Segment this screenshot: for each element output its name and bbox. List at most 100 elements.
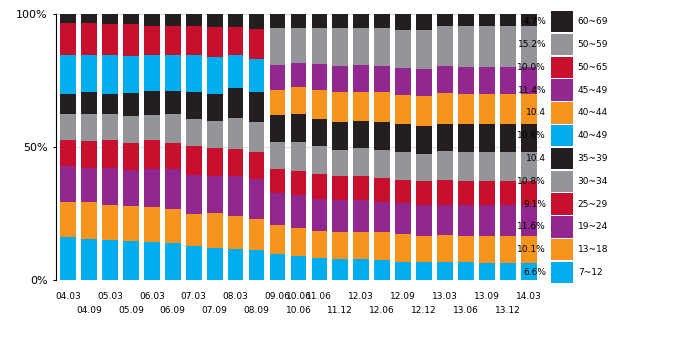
Bar (186, 26, 201, 55)
Bar (332, 14, 348, 28)
Text: 15.2%: 15.2% (518, 40, 546, 49)
Bar (479, 14, 495, 26)
Bar (416, 262, 432, 280)
Bar (165, 169, 180, 209)
Text: 06.03: 06.03 (139, 292, 164, 301)
Bar (332, 92, 348, 122)
Bar (479, 67, 495, 93)
Bar (248, 92, 264, 122)
Bar (102, 94, 118, 115)
Bar (458, 67, 474, 93)
Bar (291, 171, 306, 195)
Bar (207, 14, 223, 27)
Bar (165, 209, 180, 244)
Bar (353, 259, 369, 280)
FancyBboxPatch shape (551, 193, 573, 215)
Bar (437, 66, 453, 93)
Bar (312, 199, 327, 231)
Bar (437, 152, 453, 180)
Bar (521, 263, 536, 280)
Bar (81, 202, 97, 239)
Text: 50~59: 50~59 (577, 40, 608, 49)
Bar (396, 180, 411, 203)
Text: 07.09: 07.09 (202, 306, 228, 315)
Bar (332, 200, 348, 233)
Bar (207, 176, 223, 213)
Text: 10.4: 10.4 (526, 154, 546, 163)
Bar (396, 203, 411, 234)
Bar (60, 140, 76, 166)
Bar (60, 115, 76, 140)
Bar (60, 23, 76, 55)
Bar (500, 236, 516, 263)
Bar (60, 55, 76, 94)
Bar (479, 263, 495, 280)
Bar (291, 228, 306, 256)
Text: 11.4%: 11.4% (518, 86, 546, 95)
Bar (123, 116, 139, 143)
Bar (123, 24, 139, 56)
Text: 10.06: 10.06 (285, 306, 312, 315)
Bar (123, 14, 139, 24)
Text: 13.06: 13.06 (453, 306, 479, 315)
Text: 40~44: 40~44 (577, 108, 608, 117)
Bar (332, 150, 348, 176)
Bar (270, 14, 285, 28)
Bar (396, 124, 411, 152)
Text: 05.09: 05.09 (118, 306, 144, 315)
Bar (479, 93, 495, 124)
Bar (500, 14, 516, 26)
Text: 10.8%: 10.8% (518, 131, 546, 140)
Bar (291, 142, 306, 171)
Bar (102, 115, 118, 140)
Bar (374, 28, 390, 66)
Bar (102, 55, 118, 94)
Bar (81, 14, 97, 23)
Bar (144, 55, 160, 91)
Bar (144, 207, 160, 242)
Bar (374, 178, 390, 202)
Bar (500, 124, 516, 152)
Bar (374, 261, 390, 280)
Text: 10.06: 10.06 (285, 292, 312, 301)
Bar (165, 91, 180, 115)
Bar (60, 94, 76, 115)
Bar (102, 205, 118, 240)
Bar (374, 122, 390, 150)
Bar (437, 262, 453, 280)
Bar (144, 242, 160, 280)
Text: 04.03: 04.03 (56, 292, 81, 301)
Bar (186, 146, 201, 175)
Bar (291, 14, 306, 28)
Bar (207, 94, 223, 121)
Text: 12.03: 12.03 (348, 292, 374, 301)
Bar (353, 92, 369, 121)
Bar (123, 143, 139, 170)
Bar (312, 174, 327, 199)
Bar (437, 124, 453, 152)
Bar (332, 66, 348, 92)
Bar (270, 90, 285, 115)
Bar (102, 140, 118, 168)
Bar (332, 122, 348, 150)
Bar (144, 115, 160, 140)
FancyBboxPatch shape (551, 11, 573, 32)
Bar (228, 55, 244, 88)
Bar (458, 262, 474, 280)
Bar (416, 126, 432, 154)
Bar (123, 93, 139, 116)
Bar (102, 14, 118, 24)
Bar (165, 14, 180, 26)
Bar (228, 27, 244, 55)
Bar (312, 14, 327, 28)
Bar (102, 24, 118, 55)
Bar (270, 193, 285, 225)
FancyBboxPatch shape (551, 79, 573, 101)
Bar (81, 55, 97, 92)
Bar (291, 28, 306, 63)
Bar (81, 92, 97, 115)
Bar (353, 14, 369, 28)
Bar (458, 205, 474, 236)
Bar (312, 28, 327, 64)
Bar (123, 56, 139, 93)
